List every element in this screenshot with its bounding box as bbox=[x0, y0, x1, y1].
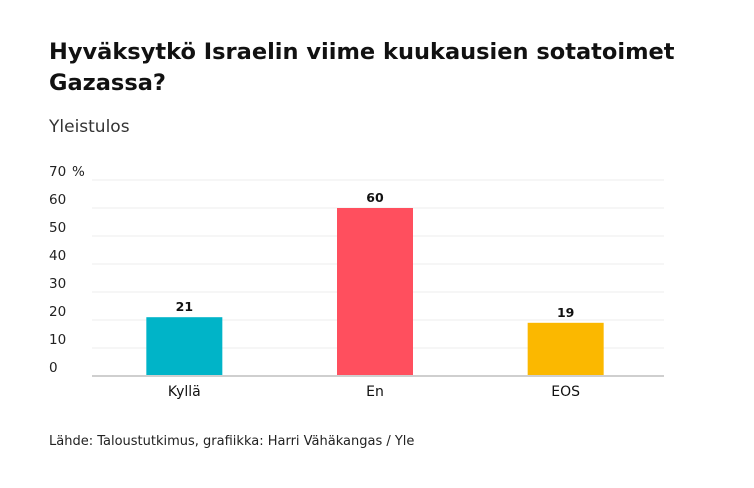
value-label: 60 bbox=[366, 190, 384, 205]
value-label: 21 bbox=[176, 299, 193, 314]
y-tick-label: 40 bbox=[49, 248, 66, 264]
y-axis-ticks: 0 10 20 30 40 50 60 70% bbox=[49, 164, 85, 376]
source-note: Lähde: Taloustutkimus, grafiikka: Harri … bbox=[49, 434, 415, 449]
y-unit-label: % bbox=[72, 164, 85, 180]
bar-en bbox=[337, 208, 413, 376]
y-tick-label: 0 bbox=[49, 360, 58, 376]
value-label: 19 bbox=[557, 305, 574, 320]
x-tick-label: EOS bbox=[551, 384, 580, 400]
y-tick-label: 20 bbox=[49, 304, 66, 320]
y-tick-label: 50 bbox=[49, 220, 66, 236]
chart-title: Hyväksytkö Israelin viime kuukausien sot… bbox=[49, 39, 675, 96]
x-tick-label: En bbox=[366, 384, 384, 400]
bar-eos bbox=[527, 322, 604, 376]
x-axis-ticks: Kyllä En EOS bbox=[168, 384, 580, 400]
x-tick-label: Kyllä bbox=[168, 384, 201, 400]
value-labels: 21 60 19 bbox=[176, 190, 575, 320]
bars bbox=[146, 208, 604, 376]
y-tick-label: 60 bbox=[49, 192, 66, 208]
y-tick-label: 30 bbox=[49, 276, 66, 292]
chart-subtitle: Yleistulos bbox=[49, 117, 130, 137]
y-tick-label: 10 bbox=[49, 332, 66, 348]
bar-kyllä bbox=[146, 317, 223, 376]
y-tick-label: 70 bbox=[49, 164, 66, 180]
